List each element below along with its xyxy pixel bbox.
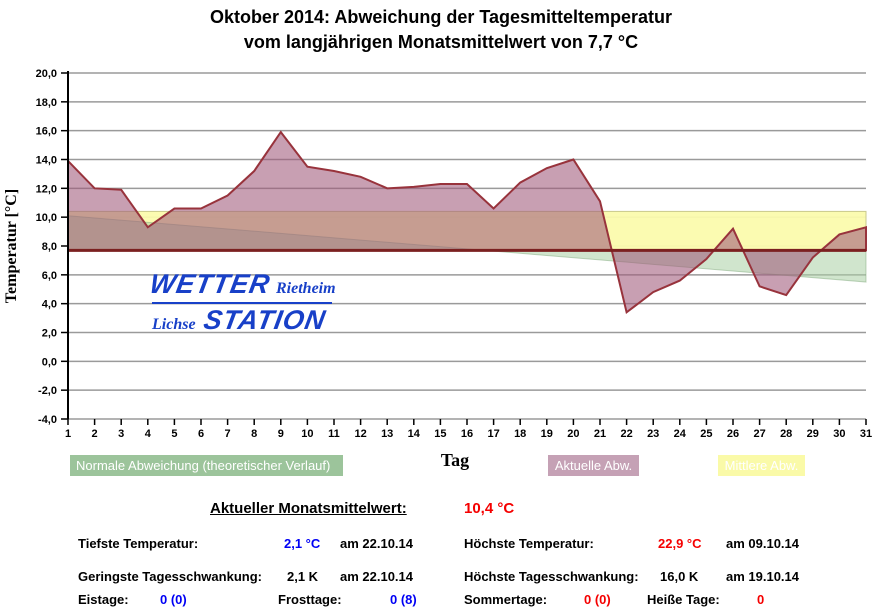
actual-deviation-area — [67, 130, 867, 315]
logo-station-text: STATION — [200, 305, 328, 335]
x-tick-label: 31 — [860, 428, 872, 440]
ice-days-value: 0 (0) — [160, 592, 187, 607]
x-tick-label: 24 — [674, 428, 687, 440]
x-tick-label: 22 — [620, 428, 632, 440]
y-tick-label: 14,0 — [36, 155, 57, 167]
x-tick-label: 5 — [171, 428, 177, 440]
logo-wetter-text: WETTER — [147, 269, 273, 299]
x-tick-label: 2 — [92, 428, 98, 440]
y-tick-label: 4,0 — [42, 299, 57, 311]
lowest-temp-date: am 22.10.14 — [340, 536, 414, 551]
logo-divider — [152, 302, 332, 304]
x-axis-title: Tag — [440, 450, 470, 470]
x-tick-label: 27 — [753, 428, 765, 440]
frost-days-label: Frosttage: — [278, 592, 342, 607]
y-tick-label: 10,0 — [36, 212, 57, 224]
legend-mean-deviation: Mittlere Abw. — [718, 455, 805, 476]
frost-days-value: 0 (8) — [390, 592, 417, 607]
y-axis-title: Temperatur [°C] — [3, 189, 20, 303]
x-tick-label: 16 — [461, 428, 473, 440]
smallest-range-date: am 22.10.14 — [340, 569, 414, 584]
y-tick-label: 6,0 — [42, 270, 57, 282]
x-tick-label: 29 — [807, 428, 819, 440]
legend-actual-deviation: Aktuelle Abw. — [548, 455, 639, 476]
x-tick-label: 10 — [301, 428, 313, 440]
y-tick-label: 18,0 — [36, 97, 57, 109]
highest-temp-value: 22,9 °C — [658, 536, 702, 551]
x-tick-label: 21 — [594, 428, 606, 440]
smallest-range-label: Geringste Tagesschwankung: — [78, 569, 262, 584]
x-tick-label: 4 — [145, 428, 152, 440]
x-tick-label: 8 — [251, 428, 257, 440]
x-tick-label: 14 — [408, 428, 421, 440]
legend-normal-deviation: Normale Abweichung (theoretischer Verlau… — [70, 455, 343, 476]
y-tick-label: 2,0 — [42, 328, 57, 340]
x-tick-label: 12 — [354, 428, 366, 440]
title-line-1: Oktober 2014: Abweichung der Tagesmittel… — [209, 7, 673, 27]
y-tick-label: 8,0 — [42, 241, 57, 253]
y-tick-label: -4,0 — [38, 414, 57, 426]
x-tick-label: 9 — [278, 428, 284, 440]
y-tick-label: 0,0 — [42, 356, 57, 368]
smallest-range-value: 2,1 K — [287, 569, 319, 584]
largest-range-value: 16,0 K — [660, 569, 699, 584]
hot-days-label: Heiße Tage: — [647, 592, 720, 607]
title-line-2: vom langjährigen Monatsmittelwert von 7,… — [243, 32, 639, 52]
summer-days-value: 0 (0) — [584, 592, 611, 607]
x-tick-label: 26 — [727, 428, 739, 440]
x-tick-label: 23 — [647, 428, 659, 440]
y-tick-label: -2,0 — [38, 385, 57, 397]
x-tick-label: 13 — [381, 428, 393, 440]
logo-lichse-text: Lichse — [152, 316, 196, 333]
y-tick-label: 16,0 — [36, 126, 57, 138]
x-tick-label: 18 — [514, 428, 526, 440]
x-tick-label: 6 — [198, 428, 204, 440]
summer-days-label: Sommertage: — [464, 592, 548, 607]
x-tick-label: 3 — [118, 428, 124, 440]
x-tick-label: 15 — [434, 428, 446, 440]
largest-range-date: am 19.10.14 — [726, 569, 800, 584]
largest-range-label: Höchste Tagesschwankung: — [464, 569, 639, 584]
x-tick-label: 19 — [541, 428, 553, 440]
x-tick-label: 25 — [700, 428, 712, 440]
x-tick-label: 11 — [328, 428, 340, 440]
lowest-temp-label: Tiefste Temperatur: — [78, 536, 199, 551]
x-tick-label: 17 — [487, 428, 499, 440]
x-tick-label: 28 — [780, 428, 792, 440]
logo-rietheim-text: Rietheim — [276, 280, 336, 297]
x-tick-label: 1 — [65, 428, 71, 440]
hot-days-value: 0 — [757, 592, 765, 607]
y-tick-label: 12,0 — [36, 183, 57, 195]
y-tick-label: 20,0 — [36, 68, 57, 80]
x-tick-label: 20 — [567, 428, 579, 440]
ice-days-label: Eistage: — [78, 592, 129, 607]
monthly-mean-value: 10,4 °C — [464, 500, 515, 517]
highest-temp-label: Höchste Temperatur: — [464, 536, 594, 551]
x-tick-label: 7 — [225, 428, 231, 440]
station-logo: WETTER Rietheim Lichse STATION — [147, 269, 340, 338]
page-title: Oktober 2014: Abweichung der Tagesmittel… — [0, 5, 882, 55]
monthly-mean-label: Aktueller Monatsmittelwert: — [210, 500, 407, 517]
x-tick-label: 30 — [833, 428, 845, 440]
lowest-temp-value: 2,1 °C — [284, 536, 321, 551]
highest-temp-date: am 09.10.14 — [726, 536, 800, 551]
